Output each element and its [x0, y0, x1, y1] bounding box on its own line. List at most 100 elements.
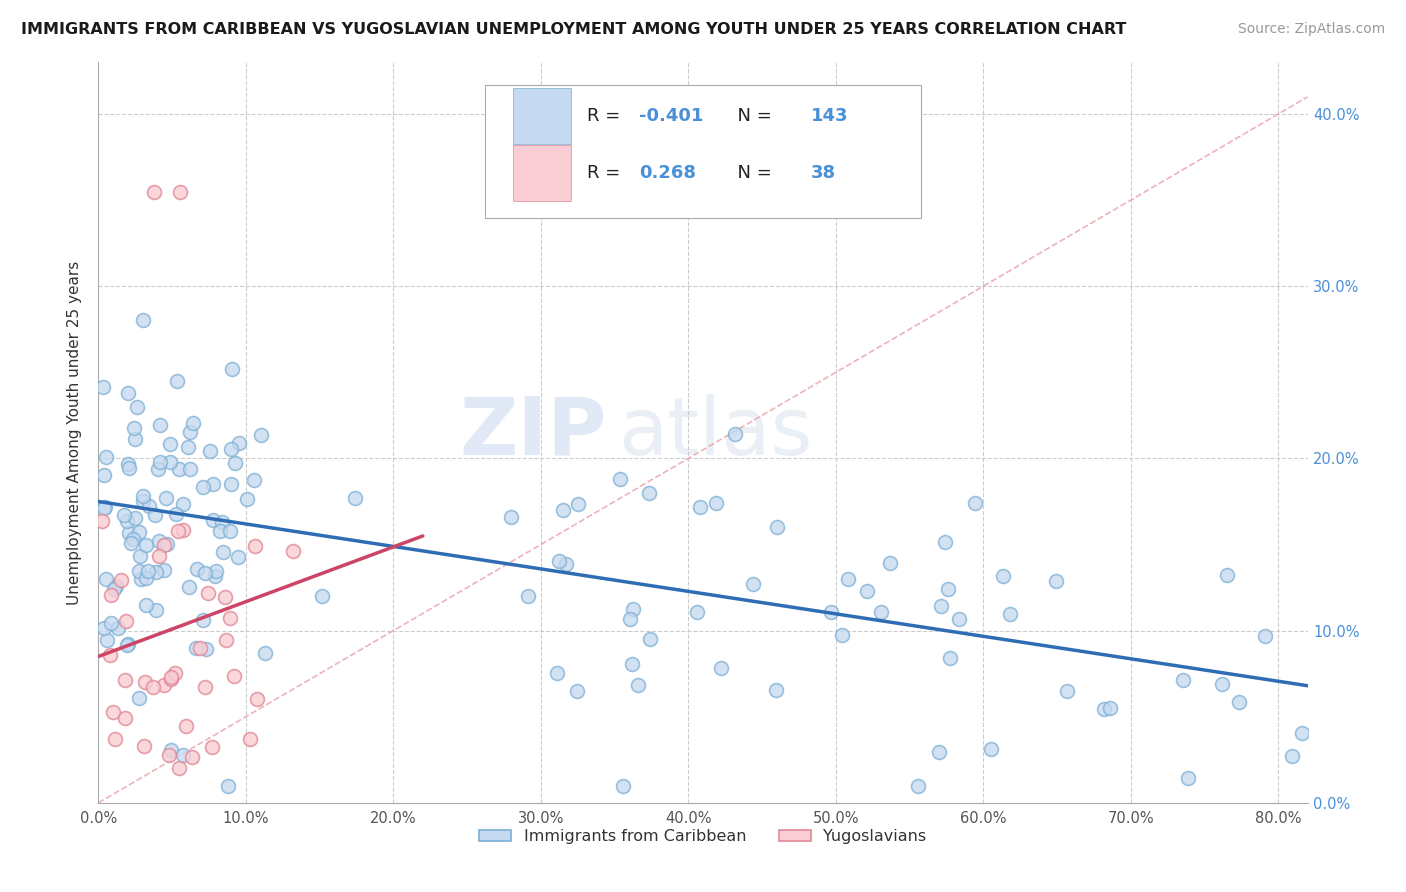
Point: [179, 425, 201, 439]
Point: [148, 549, 170, 563]
Point: [138, 499, 160, 513]
Point: [837, 572, 859, 586]
Point: [165, 508, 187, 522]
Point: [1211, 677, 1233, 691]
Point: [143, 185, 166, 199]
Point: [152, 538, 174, 552]
Point: [145, 603, 167, 617]
Point: [128, 564, 150, 578]
Point: [169, 185, 191, 199]
Point: [217, 779, 239, 793]
Point: [236, 491, 259, 506]
Point: [129, 573, 152, 587]
Text: 38: 38: [811, 164, 835, 182]
Point: [1000, 607, 1022, 622]
Point: [93, 501, 115, 516]
Point: [208, 524, 231, 538]
Point: [1227, 696, 1250, 710]
Point: [820, 605, 842, 619]
Point: [344, 491, 367, 506]
Point: [159, 455, 181, 469]
Point: [118, 525, 141, 540]
Point: [160, 669, 183, 683]
Point: [172, 747, 194, 762]
Point: [98, 648, 121, 663]
Point: [620, 657, 643, 671]
Point: [122, 421, 145, 435]
Text: ZIP: ZIP: [458, 393, 606, 472]
Point: [167, 461, 190, 475]
Point: [136, 564, 159, 578]
Point: [120, 536, 142, 550]
FancyBboxPatch shape: [485, 85, 921, 218]
Point: [197, 586, 219, 600]
Point: [205, 564, 228, 578]
Point: [143, 508, 166, 523]
Point: [980, 741, 1002, 756]
Point: [710, 661, 733, 675]
Point: [1281, 749, 1303, 764]
Point: [638, 485, 661, 500]
Point: [135, 598, 157, 612]
Point: [621, 602, 644, 616]
Point: [741, 577, 763, 591]
Point: [1099, 701, 1122, 715]
Point: [157, 747, 180, 762]
Point: [253, 646, 276, 660]
Point: [201, 513, 224, 527]
Point: [222, 669, 245, 683]
Point: [183, 416, 205, 430]
Point: [879, 556, 901, 570]
Point: [228, 436, 250, 450]
Point: [1177, 771, 1199, 785]
Point: [124, 432, 146, 446]
Point: [928, 745, 950, 759]
Point: [177, 580, 200, 594]
Point: [165, 665, 187, 680]
Point: [148, 534, 170, 549]
Point: [612, 779, 634, 793]
Point: [191, 480, 214, 494]
Point: [219, 477, 242, 491]
Point: [250, 428, 273, 442]
Point: [242, 473, 264, 487]
Point: [929, 599, 952, 614]
Point: [546, 665, 568, 680]
Point: [117, 514, 139, 528]
Point: [114, 508, 136, 522]
Point: [129, 549, 152, 564]
Point: [134, 739, 156, 754]
Point: [202, 477, 225, 491]
Point: [114, 711, 136, 725]
Point: [104, 731, 127, 746]
Point: [176, 441, 198, 455]
Point: [766, 519, 789, 533]
Point: [103, 582, 125, 596]
Point: [619, 612, 641, 626]
Point: [211, 515, 233, 529]
Point: [134, 674, 156, 689]
Y-axis label: Unemployment Among Youth under 25 years: Unemployment Among Youth under 25 years: [67, 260, 83, 605]
Point: [117, 457, 139, 471]
Text: 0.268: 0.268: [638, 164, 696, 182]
Point: [93, 500, 115, 514]
Point: [117, 638, 139, 652]
Point: [704, 496, 727, 510]
Point: [907, 779, 929, 793]
Point: [145, 565, 167, 579]
Point: [159, 437, 181, 451]
Point: [132, 489, 155, 503]
Point: [831, 628, 853, 642]
Text: atlas: atlas: [619, 393, 813, 472]
Point: [179, 462, 201, 476]
Text: Source: ZipAtlas.com: Source: ZipAtlas.com: [1237, 22, 1385, 37]
Point: [201, 740, 224, 755]
Point: [686, 605, 709, 619]
Point: [724, 427, 747, 442]
Point: [100, 588, 122, 602]
Point: [948, 612, 970, 626]
Point: [221, 361, 243, 376]
Point: [214, 590, 236, 604]
Point: [159, 743, 181, 757]
Point: [160, 672, 183, 686]
